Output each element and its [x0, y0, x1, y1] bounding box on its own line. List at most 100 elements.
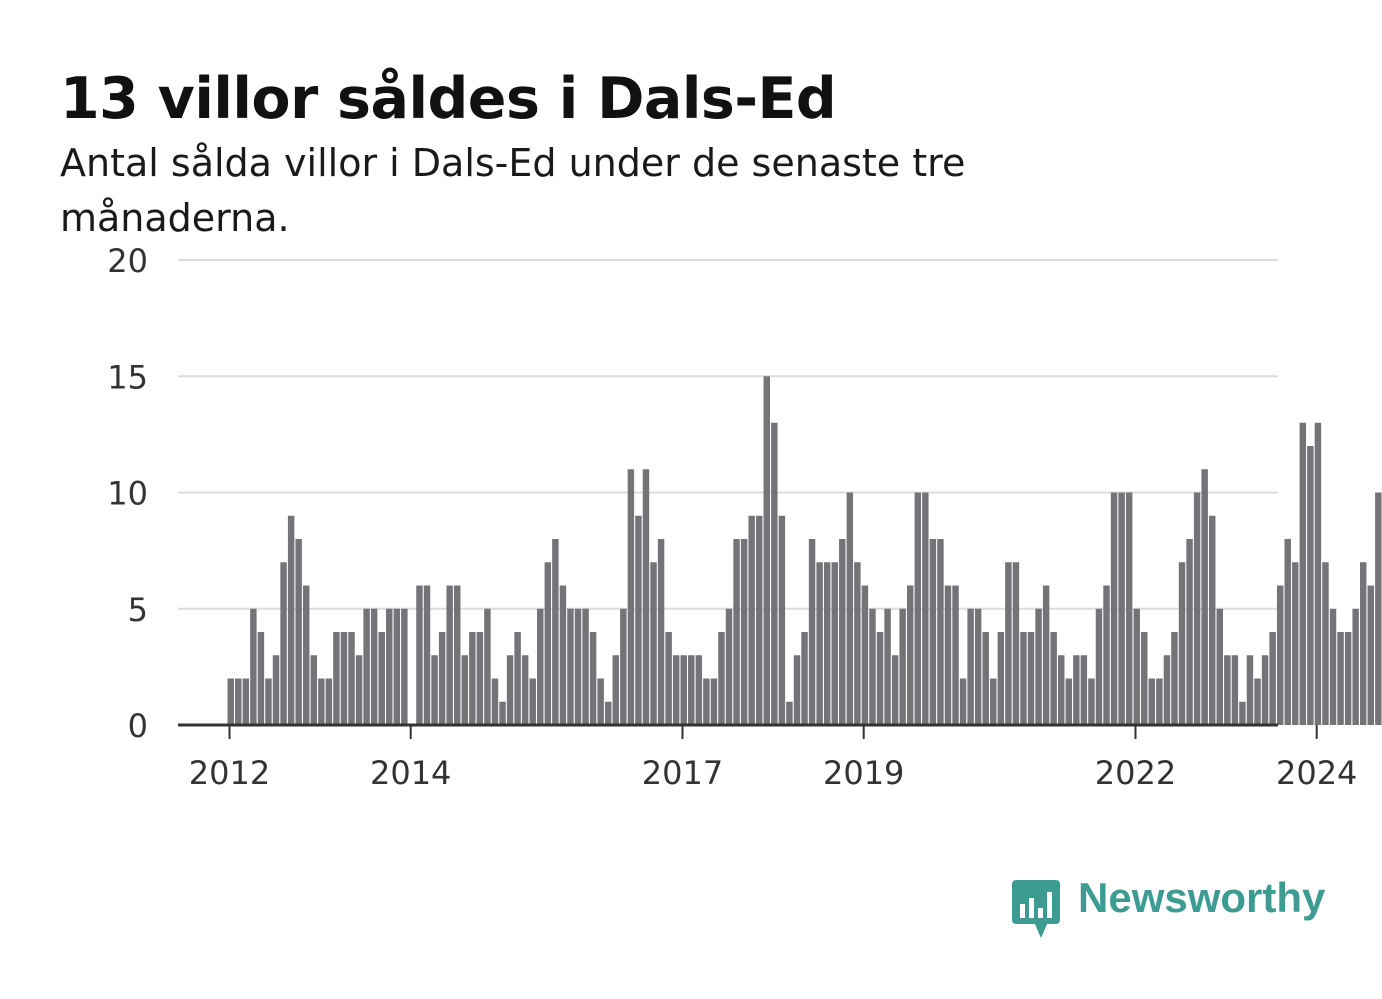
bar — [899, 608, 906, 725]
bar — [816, 562, 823, 725]
bar — [1088, 678, 1095, 725]
x-tick-label: 2019 — [823, 754, 904, 792]
bar — [431, 655, 438, 725]
bar — [718, 632, 725, 725]
bar — [748, 515, 755, 725]
bar — [665, 632, 672, 725]
bar — [544, 562, 552, 725]
bar — [461, 655, 468, 725]
bar — [386, 608, 393, 725]
bar — [393, 608, 401, 725]
bar — [1254, 678, 1261, 725]
bar — [446, 585, 453, 725]
bar — [771, 422, 778, 725]
grid-lines — [178, 259, 1278, 610]
bar — [1050, 632, 1057, 725]
bar — [1035, 608, 1042, 725]
bar — [612, 655, 619, 725]
bar — [227, 678, 234, 725]
bar — [944, 585, 952, 725]
bar — [1193, 492, 1201, 725]
bar — [1292, 562, 1299, 725]
bar — [1307, 446, 1314, 725]
bar — [1065, 678, 1072, 725]
bar — [982, 632, 989, 725]
bar — [582, 608, 589, 725]
bar — [740, 539, 748, 725]
bar — [1073, 655, 1080, 725]
newsworthy-logo — [1012, 880, 1060, 938]
bar — [491, 678, 499, 725]
bar — [1344, 632, 1352, 725]
bar — [733, 539, 740, 725]
bar — [1329, 608, 1337, 725]
bar — [1299, 422, 1307, 725]
x-tick-label: 2017 — [642, 754, 723, 792]
bar — [1216, 608, 1223, 725]
bar — [348, 632, 355, 725]
bar — [891, 655, 899, 725]
bar — [272, 655, 280, 725]
bar — [914, 492, 921, 725]
bar — [952, 585, 959, 725]
bar — [333, 632, 340, 725]
bar — [1110, 492, 1118, 725]
bar — [574, 608, 582, 725]
bar — [1133, 608, 1140, 725]
bar — [1276, 585, 1284, 725]
x-tick-label: 2024 — [1276, 754, 1357, 792]
bar — [363, 608, 370, 725]
bar — [990, 678, 997, 725]
y-axis-labels: 0 5 10 15 20 — [107, 242, 148, 745]
bar — [1058, 655, 1065, 725]
bar — [1360, 562, 1367, 725]
bar — [303, 585, 310, 725]
bar — [506, 655, 514, 725]
bar — [1095, 608, 1103, 725]
bar — [1337, 632, 1344, 725]
bar — [454, 585, 461, 725]
bar — [355, 655, 363, 725]
bar — [370, 608, 378, 725]
bar — [1231, 655, 1239, 725]
bar — [484, 608, 491, 725]
bar — [340, 632, 348, 725]
bar — [1171, 632, 1178, 725]
x-axis — [178, 723, 1318, 739]
bar — [884, 608, 891, 725]
bar — [597, 678, 604, 725]
bar — [725, 608, 733, 725]
bar — [1148, 678, 1156, 725]
newsworthy-chart-bubble-icon — [1012, 880, 1060, 938]
bar — [401, 608, 408, 725]
bar — [1367, 585, 1374, 725]
bar — [295, 539, 302, 725]
bar — [1156, 678, 1163, 725]
bar — [1005, 562, 1012, 725]
bar — [423, 585, 431, 725]
bar — [521, 655, 529, 725]
bar — [1269, 632, 1276, 725]
bar — [1103, 585, 1110, 725]
bar — [1125, 492, 1133, 725]
bar — [876, 632, 884, 725]
bar — [1224, 655, 1231, 725]
bar — [476, 632, 484, 725]
bar — [438, 632, 446, 725]
bar — [756, 515, 763, 725]
bar — [499, 701, 506, 725]
bar — [672, 655, 680, 725]
bar — [1027, 632, 1035, 725]
bar — [1163, 655, 1171, 725]
x-tick-label: 2022 — [1095, 754, 1176, 792]
bar — [869, 608, 876, 725]
bar — [642, 469, 650, 725]
bar — [839, 539, 846, 725]
bar — [974, 608, 982, 725]
bar — [529, 678, 536, 725]
x-tick-label: 2012 — [189, 754, 270, 792]
bar — [823, 562, 831, 725]
bar — [710, 678, 718, 725]
bar — [793, 655, 801, 725]
bar — [1178, 562, 1186, 725]
